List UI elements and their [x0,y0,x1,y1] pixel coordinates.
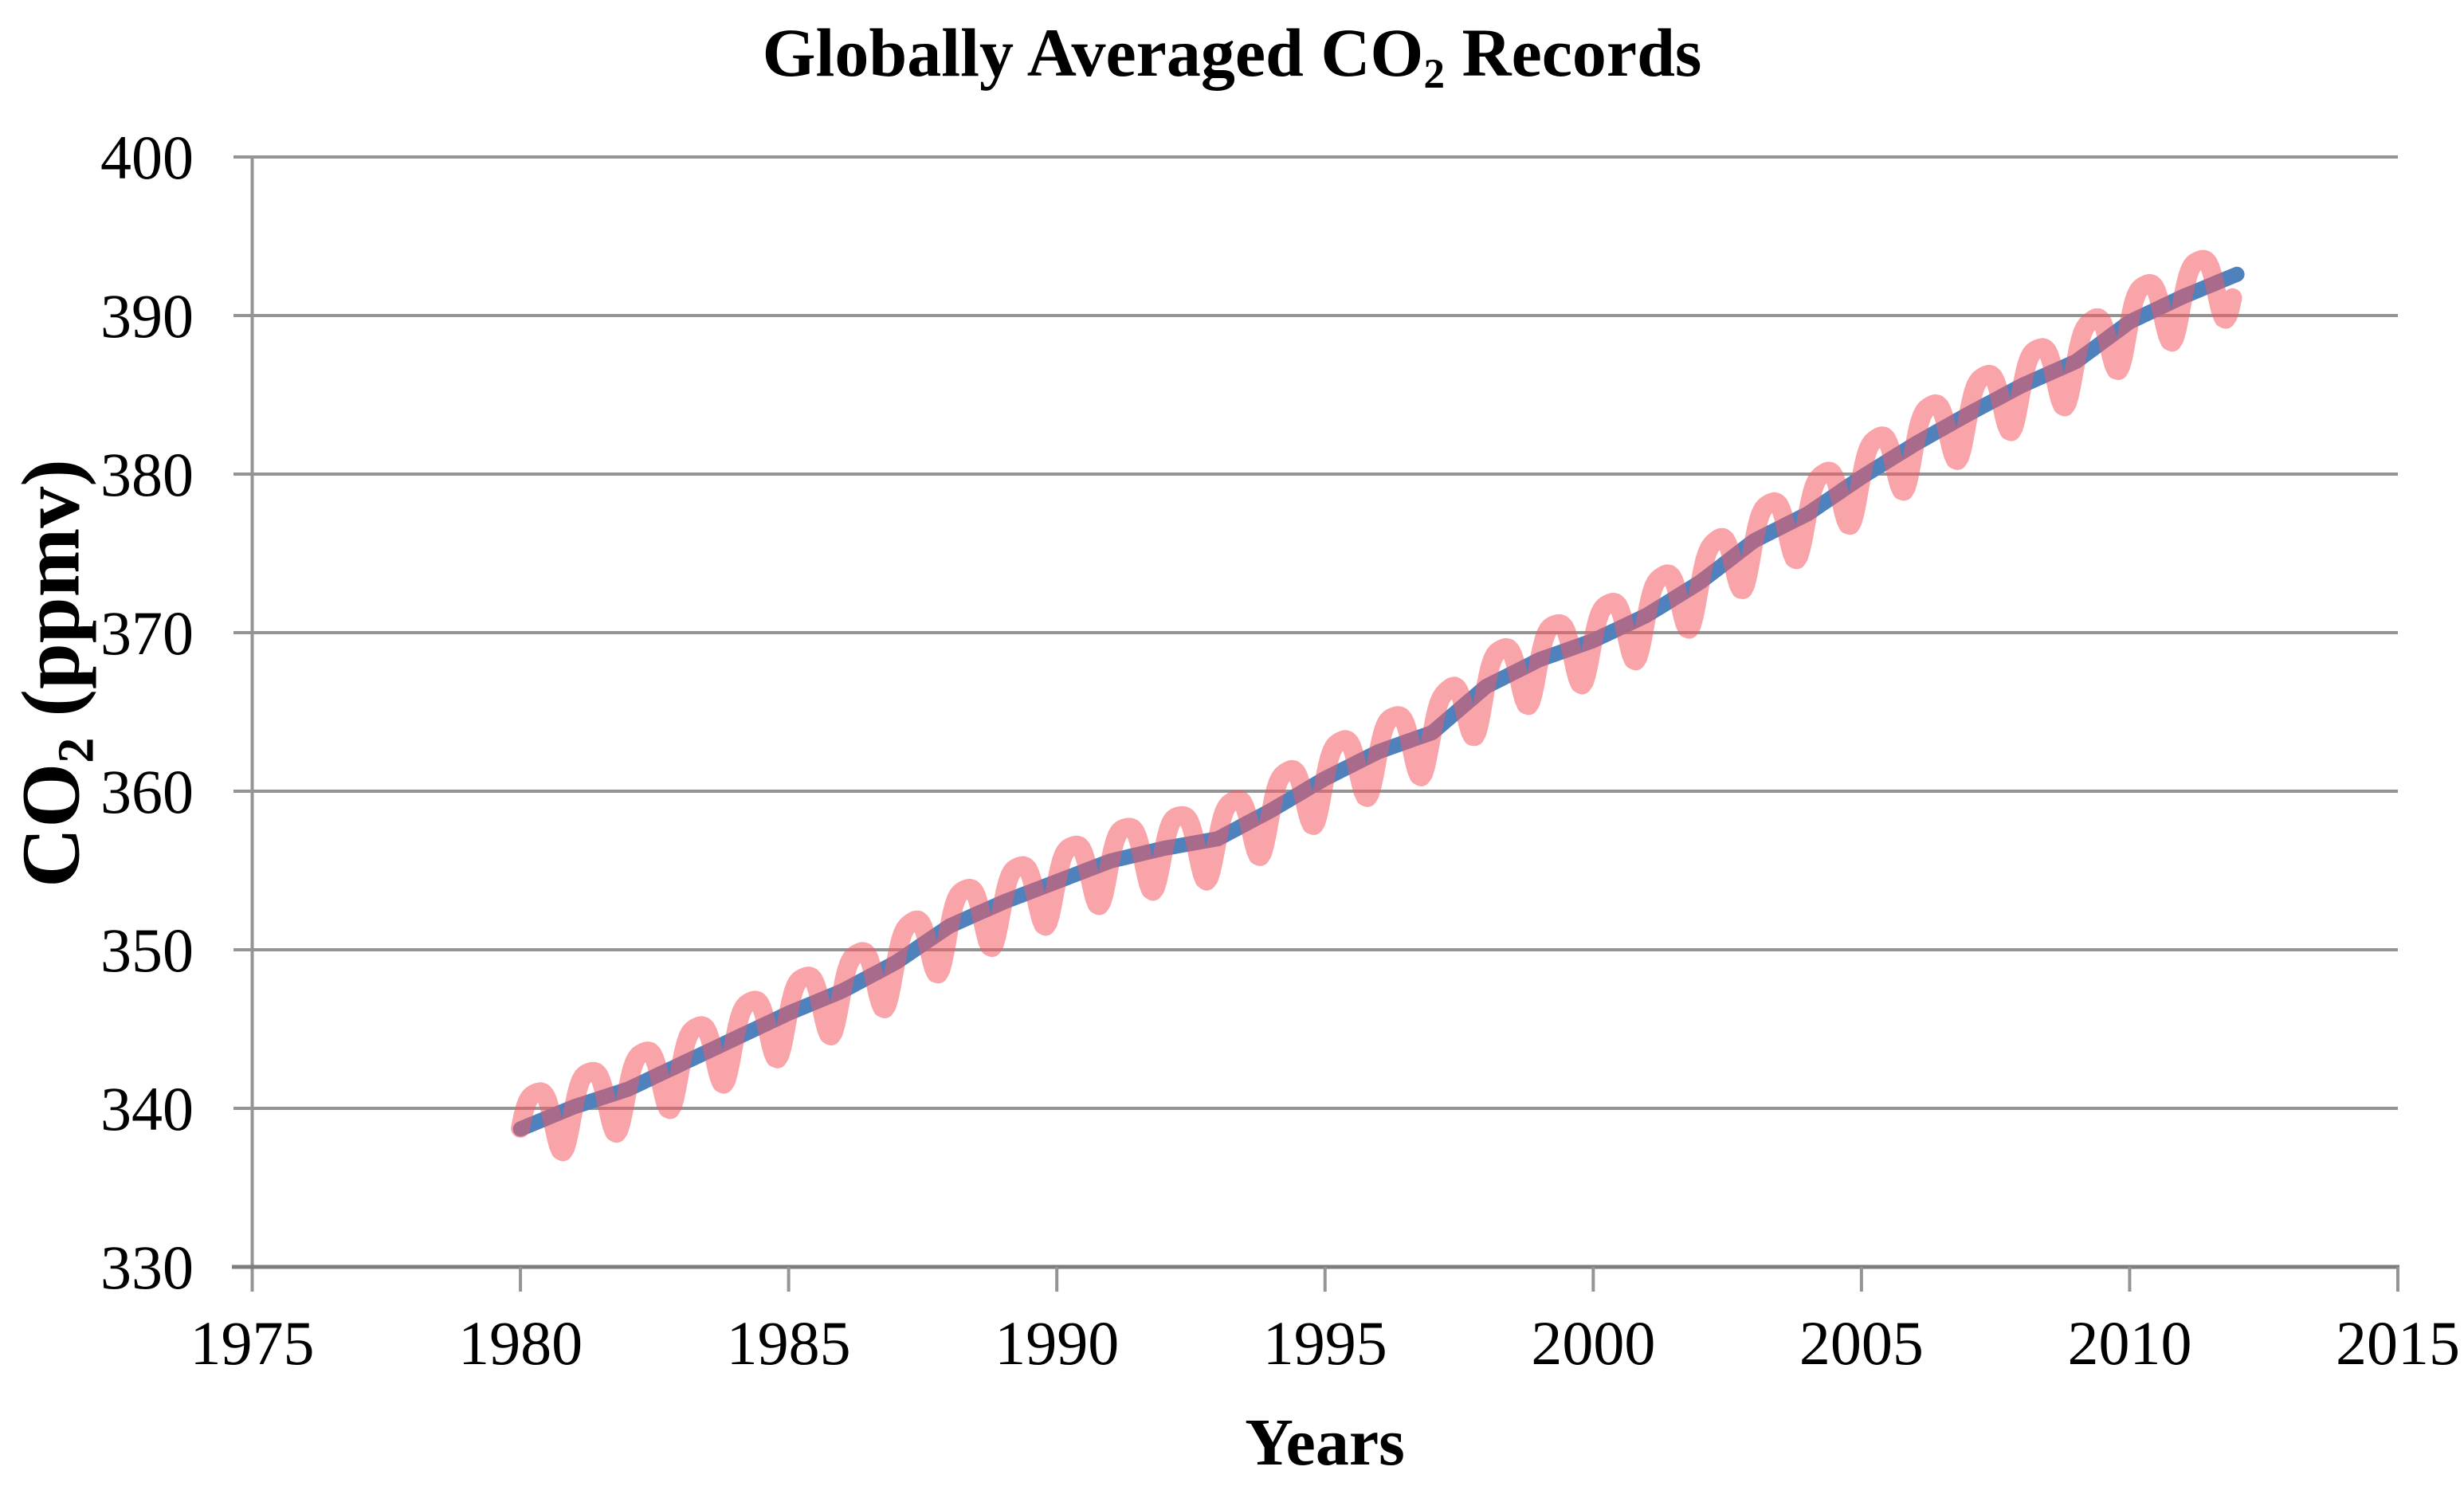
x-tick-label: 2005 [1799,1308,1924,1378]
chart-title-prefix: Globally Averaged CO [762,14,1424,91]
y-tick-label: 330 [100,1233,194,1302]
y-tick-label: 340 [100,1074,194,1143]
chart-title-suffix: Records [1444,14,1702,91]
x-tick-label: 2015 [2336,1308,2460,1378]
x-tick-label: 1995 [1263,1308,1387,1378]
x-tick-label: 1990 [995,1308,1119,1378]
x-tick-label: 1985 [727,1308,851,1378]
x-axis-title: Years [1245,1406,1405,1480]
x-tick-label: 2010 [2067,1308,2191,1378]
y-tick-label: 360 [100,757,194,826]
y-tick-label: 400 [100,123,194,192]
y-tick-label: 370 [100,598,194,668]
x-tick-label: 1980 [458,1308,583,1378]
y-tick-label: 390 [100,281,194,351]
x-tick-label: 1975 [190,1308,315,1378]
y-tick-label: 350 [100,916,194,985]
chart-title: Globally Averaged CO2 Records [0,13,2464,97]
chart-title-subscript: 2 [1423,49,1445,97]
y-tick-label: 380 [100,440,194,509]
series-monthly-path [511,249,2242,1162]
x-tick-label: 2000 [1531,1308,1655,1378]
